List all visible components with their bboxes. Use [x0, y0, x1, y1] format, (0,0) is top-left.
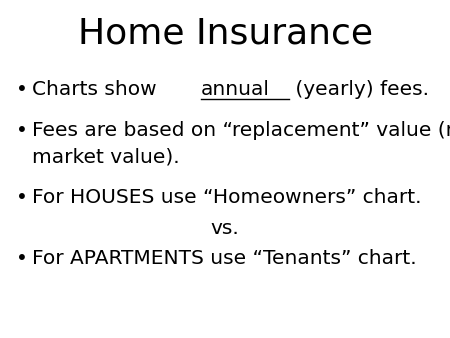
Text: For APARTMENTS use “Tenants” chart.: For APARTMENTS use “Tenants” chart.	[32, 249, 416, 268]
Text: (yearly) fees.: (yearly) fees.	[289, 80, 429, 99]
Text: annual: annual	[201, 80, 270, 99]
Text: Charts show: Charts show	[32, 80, 162, 99]
Text: •: •	[16, 249, 27, 268]
Text: Home Insurance: Home Insurance	[77, 17, 373, 51]
Text: Fees are based on “replacement” value (not: Fees are based on “replacement” value (n…	[32, 121, 450, 140]
Text: market value).: market value).	[32, 148, 179, 167]
Text: For HOUSES use “Homeowners” chart.: For HOUSES use “Homeowners” chart.	[32, 188, 421, 207]
Text: vs.: vs.	[211, 219, 239, 238]
Text: •: •	[16, 80, 27, 99]
Text: •: •	[16, 121, 27, 140]
Text: •: •	[16, 188, 27, 207]
